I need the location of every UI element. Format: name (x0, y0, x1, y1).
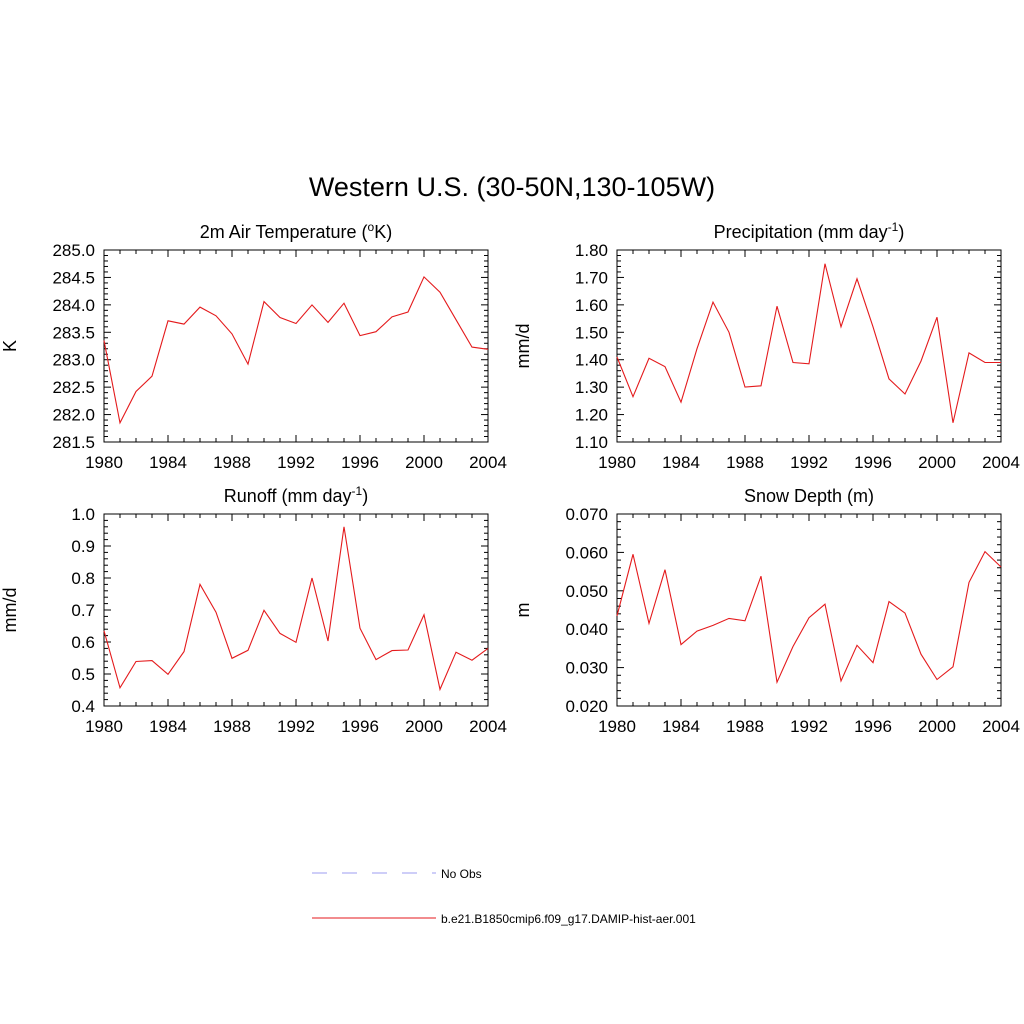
panel-title-sup: -1 (888, 220, 899, 234)
y-tick-label: 1.40 (575, 351, 608, 370)
x-tick-label: 1980 (598, 453, 636, 472)
panel-1: 2m Air Temperature (oK) 1980 1984 1988 1992 1… (0, 220, 507, 472)
legend: No Obs b.e21.B1850cmip6.f09_g17.DAMIP-his… (312, 867, 696, 926)
x-tick-label: 1984 (662, 717, 700, 736)
y-tick-label: 283.0 (52, 351, 95, 370)
panel-title-sup: -1 (352, 484, 363, 498)
x-tick-label: 2004 (469, 453, 507, 472)
x-tick-label: 1996 (341, 453, 379, 472)
x-tick-label: 1992 (790, 717, 828, 736)
y-tick-label: 283.5 (52, 323, 95, 342)
series-line (103, 275, 489, 425)
y-tick-label: 0.6 (71, 633, 95, 652)
x-tick-label: 2000 (405, 717, 443, 736)
y-tick-label: 281.5 (52, 433, 95, 452)
panel-title: Runoff (mm day-1) (224, 484, 368, 506)
x-tick-label: 2004 (982, 453, 1020, 472)
panel-title-main: 2m Air Temperature ( (200, 222, 368, 242)
y-axis-label: mm/d (0, 588, 20, 633)
x-tick-label: 1996 (854, 717, 892, 736)
x-tick-label: 2004 (469, 717, 507, 736)
y-tick-label: 1.0 (71, 505, 95, 524)
panel-4: Snow Depth (m) 1980 1984 1988 1992 1996 2000 20… (513, 486, 1020, 736)
y-tick-label: 1.70 (575, 268, 608, 287)
plot-frame (616, 513, 1002, 707)
panel-title: Snow Depth (m) (744, 486, 874, 506)
x-tick-label: 2000 (918, 717, 956, 736)
x-tick-label: 1992 (277, 717, 315, 736)
y-tick-label: 1.80 (575, 241, 608, 260)
series-line (616, 550, 1002, 685)
panel-title-suffix: ) (362, 486, 368, 506)
plot-frame (103, 513, 489, 707)
x-tick-label: 1988 (726, 453, 764, 472)
y-tick-label: 0.030 (565, 659, 608, 678)
panel-2: Precipitation (mm day-1) 1980 1984 1988 1992… (513, 220, 1020, 472)
x-tick-label: 1984 (149, 453, 187, 472)
x-tick-label: 1984 (662, 453, 700, 472)
x-tick-label: 1988 (213, 717, 251, 736)
y-tick-label: 0.070 (565, 505, 608, 524)
panel-title-main: Runoff (mm day (224, 486, 352, 506)
x-tick-label: 1988 (726, 717, 764, 736)
y-tick-label: 282.5 (52, 378, 95, 397)
x-tick-label: 1988 (213, 453, 251, 472)
y-tick-label: 0.020 (565, 697, 608, 716)
y-tick-label: 0.050 (565, 582, 608, 601)
x-tick-label: 1992 (790, 453, 828, 472)
x-tick-label: 2000 (918, 453, 956, 472)
y-tick-label: 284.0 (52, 296, 95, 315)
x-tick-label: 1980 (85, 453, 123, 472)
panel-title-suffix: ) (898, 222, 904, 242)
x-tick-label: 1984 (149, 717, 187, 736)
y-tick-label: 1.50 (575, 323, 608, 342)
panel-title-main: Precipitation (mm day (714, 222, 888, 242)
y-tick-label: 0.7 (71, 601, 95, 620)
legend-label: No Obs (441, 867, 482, 881)
y-axis-label: m (513, 603, 533, 618)
y-tick-label: 284.5 (52, 268, 95, 287)
legend-label: b.e21.B1850cmip6.f09_g17.DAMIP-hist-aer.… (441, 912, 696, 926)
x-tick-label: 1996 (341, 717, 379, 736)
y-tick-label: 1.30 (575, 378, 608, 397)
figure-title: Western U.S. (30-50N,130-105W) (309, 172, 715, 202)
panel-3: Runoff (mm day-1) 1980 1984 1988 1992 1996 200… (0, 484, 507, 736)
panel-title-suffix: K) (374, 222, 392, 242)
y-tick-label: 285.0 (52, 241, 95, 260)
y-tick-label: 1.60 (575, 296, 608, 315)
series-line (103, 526, 489, 692)
x-tick-label: 1992 (277, 453, 315, 472)
y-tick-label: 0.060 (565, 543, 608, 562)
panel-title: Precipitation (mm day-1) (714, 220, 905, 242)
y-tick-label: 282.0 (52, 406, 95, 425)
y-axis-label: mm/d (513, 324, 533, 369)
x-tick-label: 2000 (405, 453, 443, 472)
y-axis-label: K (0, 340, 20, 352)
y-tick-label: 0.8 (71, 569, 95, 588)
x-tick-label: 1996 (854, 453, 892, 472)
y-tick-label: 0.040 (565, 620, 608, 639)
y-tick-label: 0.9 (71, 537, 95, 556)
series-line (616, 263, 1001, 423)
panel-title-sup: o (368, 220, 375, 234)
x-tick-label: 1980 (598, 717, 636, 736)
y-tick-label: 0.5 (71, 665, 95, 684)
panel-title: 2m Air Temperature (oK) (200, 220, 392, 242)
y-tick-label: 0.4 (71, 697, 95, 716)
panel-title-main: Snow Depth (m) (744, 486, 874, 506)
x-tick-label: 1980 (85, 717, 123, 736)
plot-frame (103, 249, 489, 443)
panels: 2m Air Temperature (oK)1980 1984 1988 1992 1… (0, 220, 1020, 736)
x-tick-label: 2004 (982, 717, 1020, 736)
y-tick-label: 1.20 (575, 406, 608, 425)
plot-frame (616, 249, 1002, 443)
y-tick-label: 1.10 (575, 433, 608, 452)
